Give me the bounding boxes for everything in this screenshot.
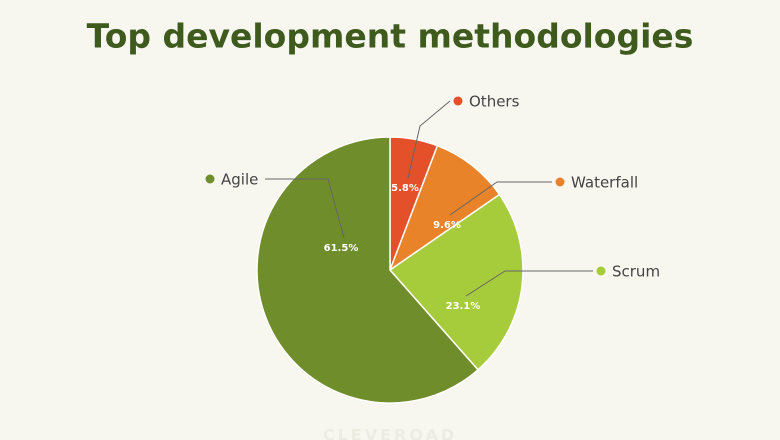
- legend-label: Waterfall: [571, 174, 638, 192]
- leader-line: [449, 181, 552, 216]
- chart-title: Top development methodologies: [87, 17, 694, 56]
- legend-dot: [205, 174, 215, 184]
- leader-line: [407, 100, 451, 179]
- legend-dot: [555, 177, 565, 187]
- legend-label: Agile: [221, 171, 258, 189]
- leader-line: [465, 270, 593, 297]
- value-label: 23.1%: [446, 301, 481, 312]
- value-label: 61.5%: [324, 243, 359, 254]
- value-label: 9.6%: [433, 220, 461, 231]
- pie-slice: [388, 193, 524, 371]
- leader-line: [265, 178, 345, 239]
- legend-label: Scrum: [612, 263, 660, 281]
- pie-slice: [256, 136, 480, 404]
- legend-dot: [453, 96, 463, 106]
- legend-dot: [596, 266, 606, 276]
- value-label: 5.8%: [391, 183, 419, 194]
- pie-slice: [388, 144, 501, 272]
- legend-label: Others: [469, 93, 520, 111]
- watermark: CLEVEROAD: [323, 426, 457, 440]
